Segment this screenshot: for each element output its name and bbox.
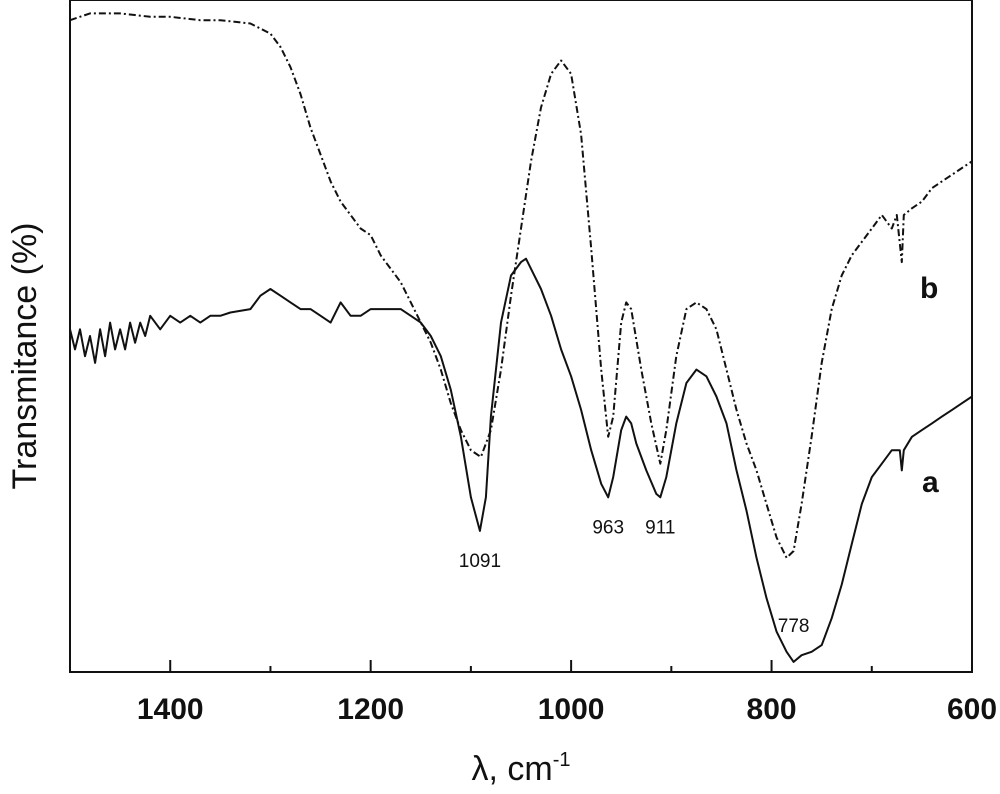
series-group xyxy=(69,12,973,663)
series-label-a: a xyxy=(922,466,939,499)
series-line-b xyxy=(69,12,973,559)
peak-annotations: 1091 963 911 778 xyxy=(459,517,810,637)
x-axis-title-superscript: -1 xyxy=(553,749,571,771)
peak-label-778: 778 xyxy=(778,616,810,637)
x-axis-title: λ, cm-1 xyxy=(471,749,570,788)
plot-frame xyxy=(69,0,973,673)
series-line-a xyxy=(69,257,973,663)
peak-label-963: 963 xyxy=(592,517,624,538)
peak-label-911: 911 xyxy=(645,517,675,538)
x-tick-label-1200: 1200 xyxy=(337,693,404,726)
x-axis: 1400 1200 1000 800 600 xyxy=(137,660,997,726)
x-tick-label-800: 800 xyxy=(747,693,797,726)
series-label-b: b xyxy=(920,272,938,305)
x-tick-label-1400: 1400 xyxy=(137,693,204,726)
x-tick-label-1000: 1000 xyxy=(538,693,605,726)
y-axis-title: Transmitance (%) xyxy=(6,222,44,489)
peak-label-1091: 1091 xyxy=(459,551,501,572)
x-tick-label-600: 600 xyxy=(947,693,997,726)
